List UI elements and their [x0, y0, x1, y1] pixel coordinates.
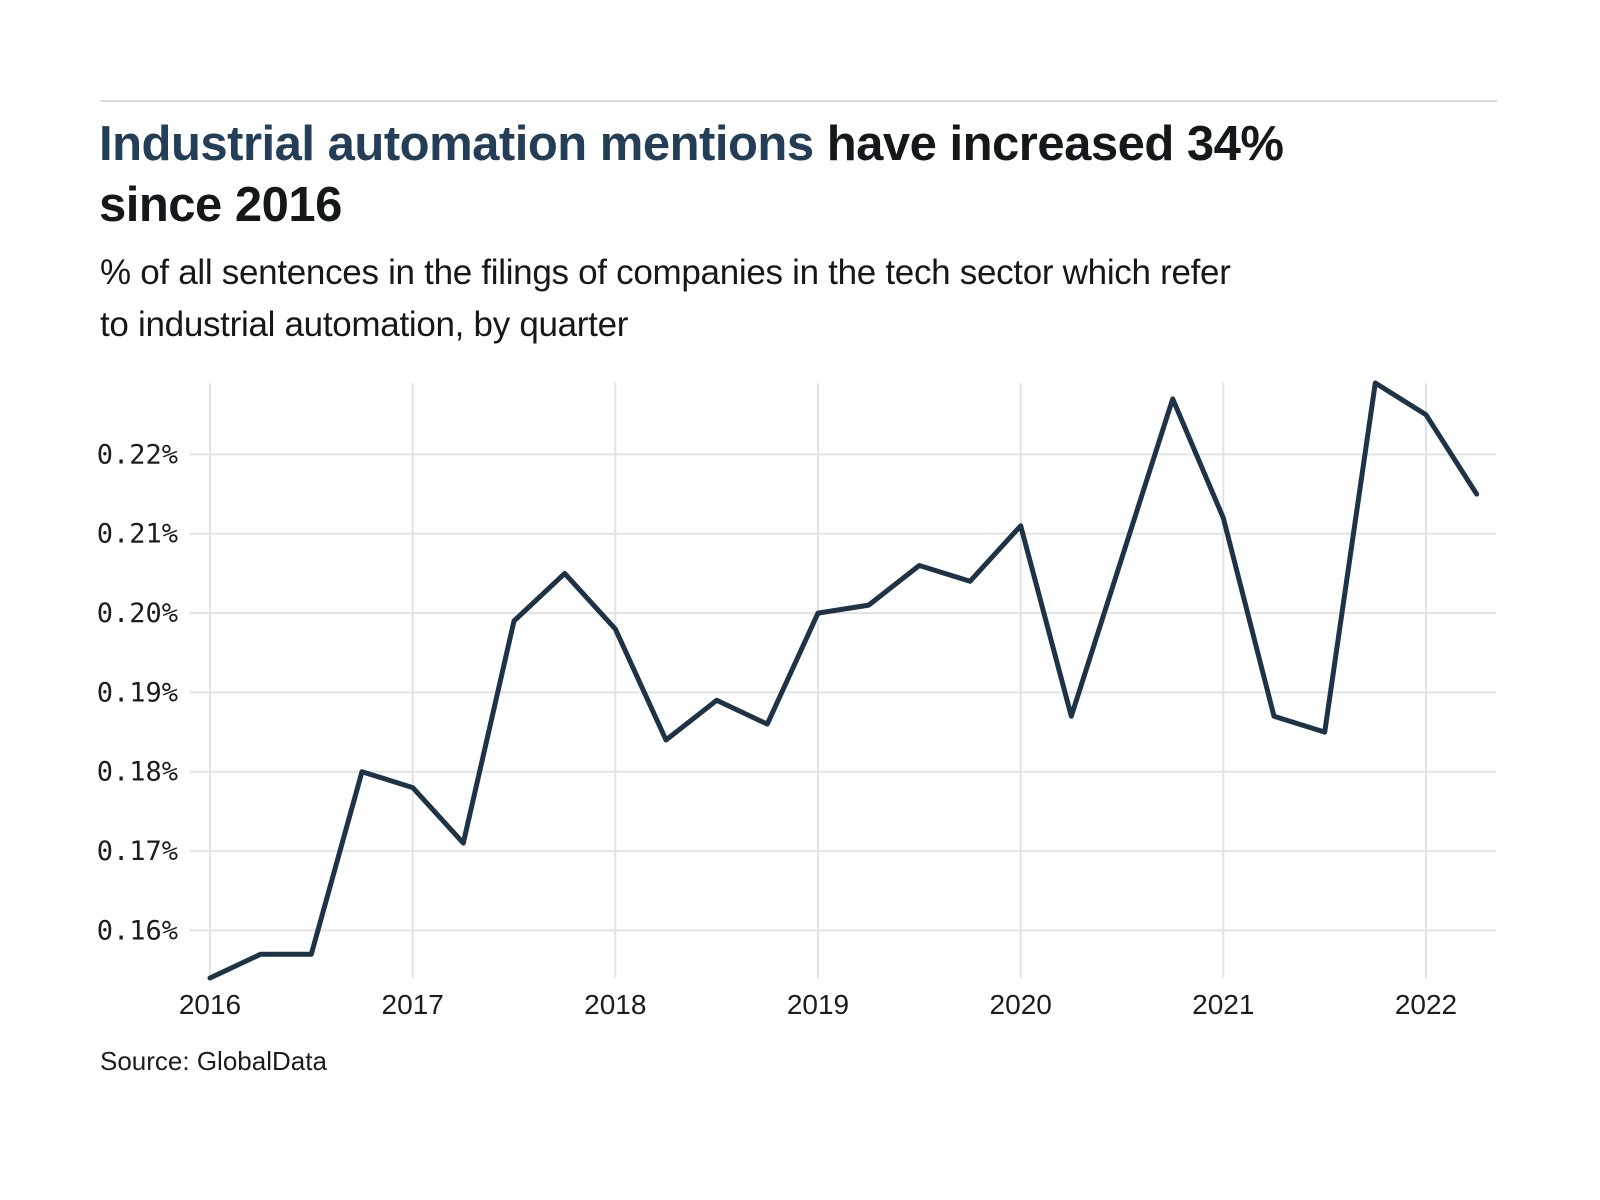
y-tick-label: 0.18%	[97, 757, 178, 788]
x-tick-label: 2018	[584, 989, 646, 1020]
y-tick-label: 0.19%	[97, 677, 178, 708]
horizontal-gridlines	[190, 453, 1496, 932]
title-highlight: Industrial automation mentions	[99, 117, 814, 171]
subtitle-line-1: % of all sentences in the filings of com…	[100, 253, 1231, 292]
title-rest: have increased 34%	[813, 117, 1284, 171]
y-tick-label: 0.20%	[97, 598, 178, 629]
x-tick-label: 2019	[787, 989, 849, 1020]
data-series	[207, 380, 1480, 981]
x-tick-label: 2021	[1192, 989, 1254, 1020]
y-tick-label: 0.16%	[97, 915, 178, 946]
source-note: Source: GlobalData	[100, 1046, 327, 1076]
subtitle-line-2: to industrial automation, by quarter	[100, 305, 629, 344]
title-line-1: Industrial automation mentions have incr…	[99, 114, 1519, 175]
chart-title: Industrial automation mentions have incr…	[99, 114, 1519, 236]
x-axis-tick-labels: 2016 2017 2018 2019 2020 2021 2022	[179, 989, 1457, 1020]
vertical-gridlines	[209, 383, 1427, 978]
x-tick-label: 2016	[179, 989, 241, 1020]
chart-subtitle: % of all sentences in the filings of com…	[100, 247, 1520, 351]
title-line-2: since 2016	[99, 178, 342, 232]
trend-line	[207, 380, 1480, 981]
x-tick-label: 2022	[1395, 989, 1457, 1020]
y-axis-tick-labels: 0.16% 0.17% 0.18% 0.19% 0.20% 0.21% 0.22%	[97, 439, 178, 946]
y-tick-label: 0.21%	[97, 519, 178, 550]
y-tick-label: 0.17%	[97, 836, 178, 867]
x-tick-label: 2020	[990, 989, 1052, 1020]
y-tick-label: 0.22%	[97, 439, 178, 470]
top-divider	[100, 100, 1497, 102]
x-tick-label: 2017	[382, 989, 444, 1020]
